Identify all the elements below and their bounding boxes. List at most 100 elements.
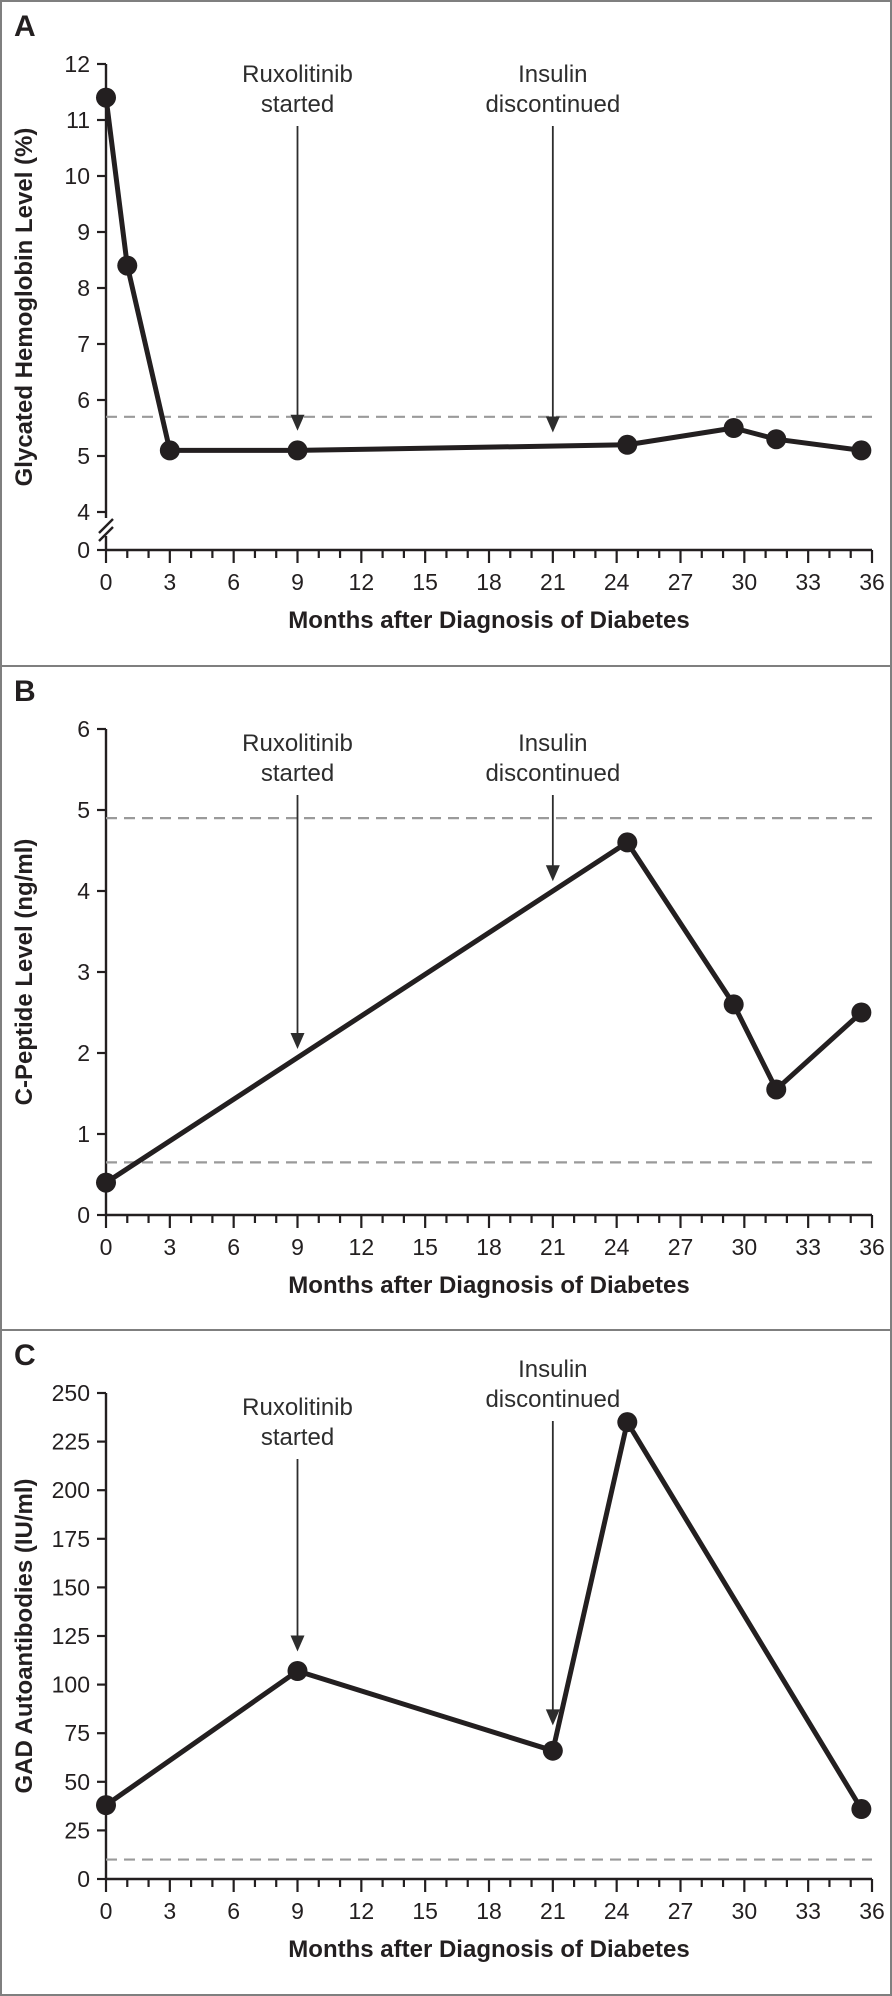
y-axis-title: GAD Autoantibodies (IU/ml) [11, 1478, 38, 1793]
x-tick-label: 12 [349, 1234, 375, 1260]
x-tick-label: 6 [227, 1898, 240, 1924]
x-tick-label: 3 [163, 1234, 176, 1260]
data-point [851, 440, 872, 461]
data-point [96, 1795, 116, 1816]
series-line [103, 839, 864, 1186]
x-tick-label: 36 [859, 569, 885, 595]
x-tick-label: 24 [604, 1898, 630, 1924]
data-point [617, 434, 638, 455]
x-tick-label: 21 [540, 1898, 566, 1924]
panel-c: C 0 25 50 75 100 125 150 175 200 225 250 0 3 6 9 12 15 18… [2, 1329, 890, 1993]
x-tick-label: 24 [604, 1234, 630, 1260]
annotation-label: discontinued [485, 1386, 620, 1413]
data-point [851, 1799, 872, 1820]
x-tick-label: 0 [100, 1898, 113, 1924]
x-tick-label: 33 [795, 569, 821, 595]
data-point [96, 87, 116, 108]
x-tick-label: 12 [349, 1898, 375, 1924]
x-tick-label: 24 [604, 569, 630, 595]
y-tick-label: 6 [77, 387, 90, 413]
y-tick-label: 5 [77, 443, 90, 469]
panel-a-label: A [14, 10, 36, 43]
x-tick-label: 6 [227, 569, 240, 595]
annotation-arrowhead [290, 414, 305, 431]
x-tick-label: 0 [100, 1234, 113, 1260]
x-tick-label: 21 [540, 1234, 566, 1260]
series-line [103, 95, 864, 453]
x-tick-label: 21 [540, 569, 566, 595]
y-tick-label: 11 [66, 107, 90, 133]
annotation-label: discontinued [485, 760, 620, 787]
y-tick-label: 7 [77, 331, 90, 357]
axis-break-icon [98, 526, 114, 542]
axis-break-icon [98, 518, 114, 534]
data-point [542, 1740, 563, 1761]
x-tick-label: 18 [476, 1898, 502, 1924]
data-point [117, 255, 138, 276]
panel-c-label: C [14, 1339, 36, 1372]
y-tick-label: 8 [77, 275, 90, 301]
x-tick-label: 9 [291, 1234, 304, 1260]
y-tick-label: 12 [64, 51, 90, 77]
y-tick-label: 25 [64, 1817, 90, 1843]
y-tick-label: 6 [77, 716, 90, 742]
x-tick-label: 0 [100, 569, 113, 595]
x-tick-label: 12 [349, 569, 375, 595]
x-tick-label: 36 [859, 1898, 885, 1924]
x-tick-label: 3 [163, 569, 176, 595]
x-tick-label: 33 [795, 1234, 821, 1260]
data-point [287, 1660, 308, 1681]
data-point [96, 1172, 116, 1193]
y-tick-label: 200 [52, 1477, 90, 1503]
x-tick-label: 18 [476, 1234, 502, 1260]
annotation-arrowhead [545, 416, 560, 433]
data-point [851, 1002, 872, 1023]
panel-b-label: B [14, 675, 36, 708]
y-axis-title: Glycated Hemoglobin Level (%) [11, 128, 38, 487]
x-tick-label: 27 [668, 569, 694, 595]
y-tick-label: 9 [77, 219, 90, 245]
y-tick-label: 4 [77, 878, 90, 904]
y-tick-label: 4 [77, 499, 90, 525]
annotation-arrowhead [545, 865, 560, 882]
annotation-label: discontinued [485, 91, 620, 118]
data-point [287, 440, 308, 461]
x-axis-title: Months after Diagnosis of Diabetes [288, 1936, 689, 1963]
data-point [159, 440, 180, 461]
y-tick-label: 0 [77, 1866, 90, 1892]
series-line [103, 1419, 864, 1812]
annotation-arrowhead [290, 1635, 305, 1652]
x-tick-label: 9 [291, 569, 304, 595]
y-tick-label: 250 [52, 1380, 90, 1406]
x-tick-label: 6 [227, 1234, 240, 1260]
x-tick-label: 30 [732, 1234, 758, 1260]
x-tick-label: 27 [668, 1234, 694, 1260]
panel-b: B 0 1 2 3 4 5 6 0 3 6 9 12 15 18 21 24 27 30 33 36 Months af… [2, 665, 890, 1329]
x-axis-title: Months after Diagnosis of Diabetes [288, 1272, 689, 1299]
x-tick-label: 30 [732, 1898, 758, 1924]
y-tick-label: 225 [52, 1429, 90, 1455]
annotation-label: Insulin [518, 730, 587, 757]
x-tick-label: 9 [291, 1898, 304, 1924]
y-tick-label: 50 [64, 1769, 90, 1795]
annotation-label: Ruxolitinib [242, 1394, 353, 1421]
y-tick-label: 2 [77, 1040, 90, 1066]
y-tick-label: 150 [52, 1574, 90, 1600]
annotation-label: started [261, 1424, 334, 1451]
x-tick-label: 36 [859, 1234, 885, 1260]
x-tick-label: 3 [163, 1898, 176, 1924]
annotation-label: Ruxolitinib [242, 730, 353, 757]
x-tick-label: 30 [732, 569, 758, 595]
panel-a: A 0 4 5 6 7 8 9 10 11 12 0 3 6 9 12 15 18 21 24 27 30 33 36 Mon… [2, 2, 890, 665]
data-point [723, 994, 744, 1015]
data-point [617, 832, 638, 853]
y-tick-label: 1 [77, 1121, 90, 1147]
annotation-label: started [261, 91, 334, 118]
y-tick-label: 5 [77, 797, 90, 823]
y-tick-label: 175 [52, 1526, 90, 1552]
y-tick-label: 10 [64, 163, 90, 189]
x-tick-label: 15 [412, 1898, 438, 1924]
